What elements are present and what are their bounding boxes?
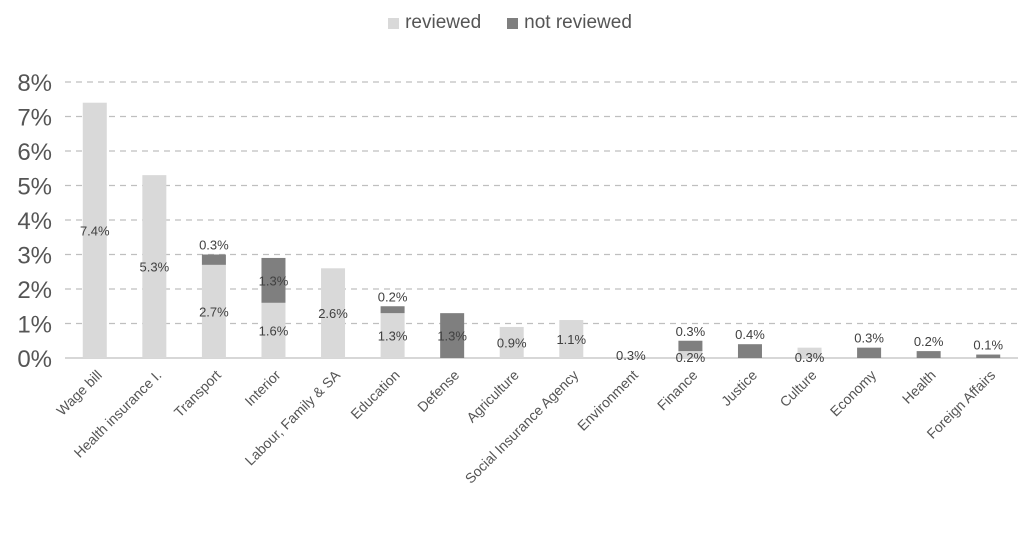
y-tick-label: 3%: [17, 243, 52, 270]
bar-not-reviewed: [737, 344, 762, 358]
legend-label-reviewed: reviewed: [405, 12, 482, 33]
bar-reviewed: [797, 347, 822, 358]
bar-reviewed: [678, 351, 703, 358]
x-tick-label: Finance: [654, 367, 701, 414]
x-tick-label: Environment: [574, 367, 641, 434]
data-label: 0.1%: [973, 338, 1003, 353]
data-label: 1.3%: [378, 329, 408, 344]
bar-reviewed: [142, 175, 167, 358]
x-tick-label: Interior: [241, 367, 283, 409]
data-label: 0.3%: [676, 324, 706, 339]
data-label: 2.7%: [199, 304, 229, 319]
legend-swatch-not-reviewed: [507, 17, 519, 29]
bar-reviewed: [380, 313, 405, 358]
bar-reviewed: [321, 268, 346, 358]
y-tick-label: 2%: [17, 277, 52, 304]
x-tick-label: Defense: [414, 367, 462, 415]
data-label: 0.3%: [854, 331, 884, 346]
data-label: 0.3%: [795, 350, 825, 365]
bar-reviewed: [261, 302, 286, 358]
bar-reviewed: [499, 326, 524, 358]
bar-not-reviewed: [440, 313, 465, 358]
bar-not-reviewed: [857, 347, 882, 358]
data-label: 1.6%: [259, 323, 289, 338]
bar-reviewed: [559, 320, 584, 358]
bar-reviewed: [201, 264, 226, 358]
data-label: 0.2%: [914, 334, 944, 349]
y-tick-label: 1%: [17, 312, 52, 339]
bar-not-reviewed: [916, 351, 941, 358]
x-tick-label: Economy: [827, 367, 880, 420]
data-label: 0.9%: [497, 335, 527, 350]
y-tick-label: 7%: [17, 105, 52, 132]
data-label: 2.6%: [318, 306, 348, 321]
data-label: 0.3%: [616, 348, 646, 363]
bar-not-reviewed: [261, 257, 286, 303]
x-tick-label: Wage bill: [53, 367, 105, 419]
data-label: 1.3%: [437, 329, 467, 344]
y-tick-label: 4%: [17, 208, 52, 235]
x-tick-label: Social Insurance Agency: [462, 367, 582, 487]
y-tick-label: 0%: [17, 346, 52, 373]
bar-reviewed: [82, 102, 107, 358]
data-label: 0.2%: [378, 289, 408, 304]
y-tick-label: 5%: [17, 174, 52, 201]
data-label: 1.3%: [259, 273, 289, 288]
x-tick-label: Culture: [776, 367, 819, 410]
x-tick-label: Agriculture: [463, 367, 522, 426]
data-label: 5.3%: [140, 260, 170, 275]
bar-not-reviewed: [380, 306, 405, 314]
y-tick-label: 8%: [17, 70, 52, 97]
chart-legend: reviewed not reviewed: [0, 8, 1020, 38]
legend-label-not-reviewed: not reviewed: [524, 12, 632, 33]
legend-swatch-reviewed: [388, 17, 400, 29]
data-label: 7.4%: [80, 223, 110, 238]
x-tick-label: Education: [347, 367, 402, 422]
x-tick-label: Transport: [171, 367, 224, 420]
bar-not-reviewed: [976, 354, 1001, 358]
legend-item-reviewed: reviewed: [388, 12, 481, 34]
bar-not-reviewed: [201, 254, 226, 265]
data-label: 1.1%: [556, 332, 586, 347]
bar-not-reviewed: [678, 340, 703, 352]
data-label: 0.3%: [199, 238, 229, 253]
x-tick-label: Justice: [718, 367, 760, 409]
data-label: 0.2%: [676, 350, 706, 365]
data-label: 0.4%: [735, 327, 765, 342]
x-tick-label: Health: [899, 367, 939, 407]
y-tick-label: 6%: [17, 139, 52, 166]
legend-item-not-reviewed: not reviewed: [507, 12, 632, 34]
